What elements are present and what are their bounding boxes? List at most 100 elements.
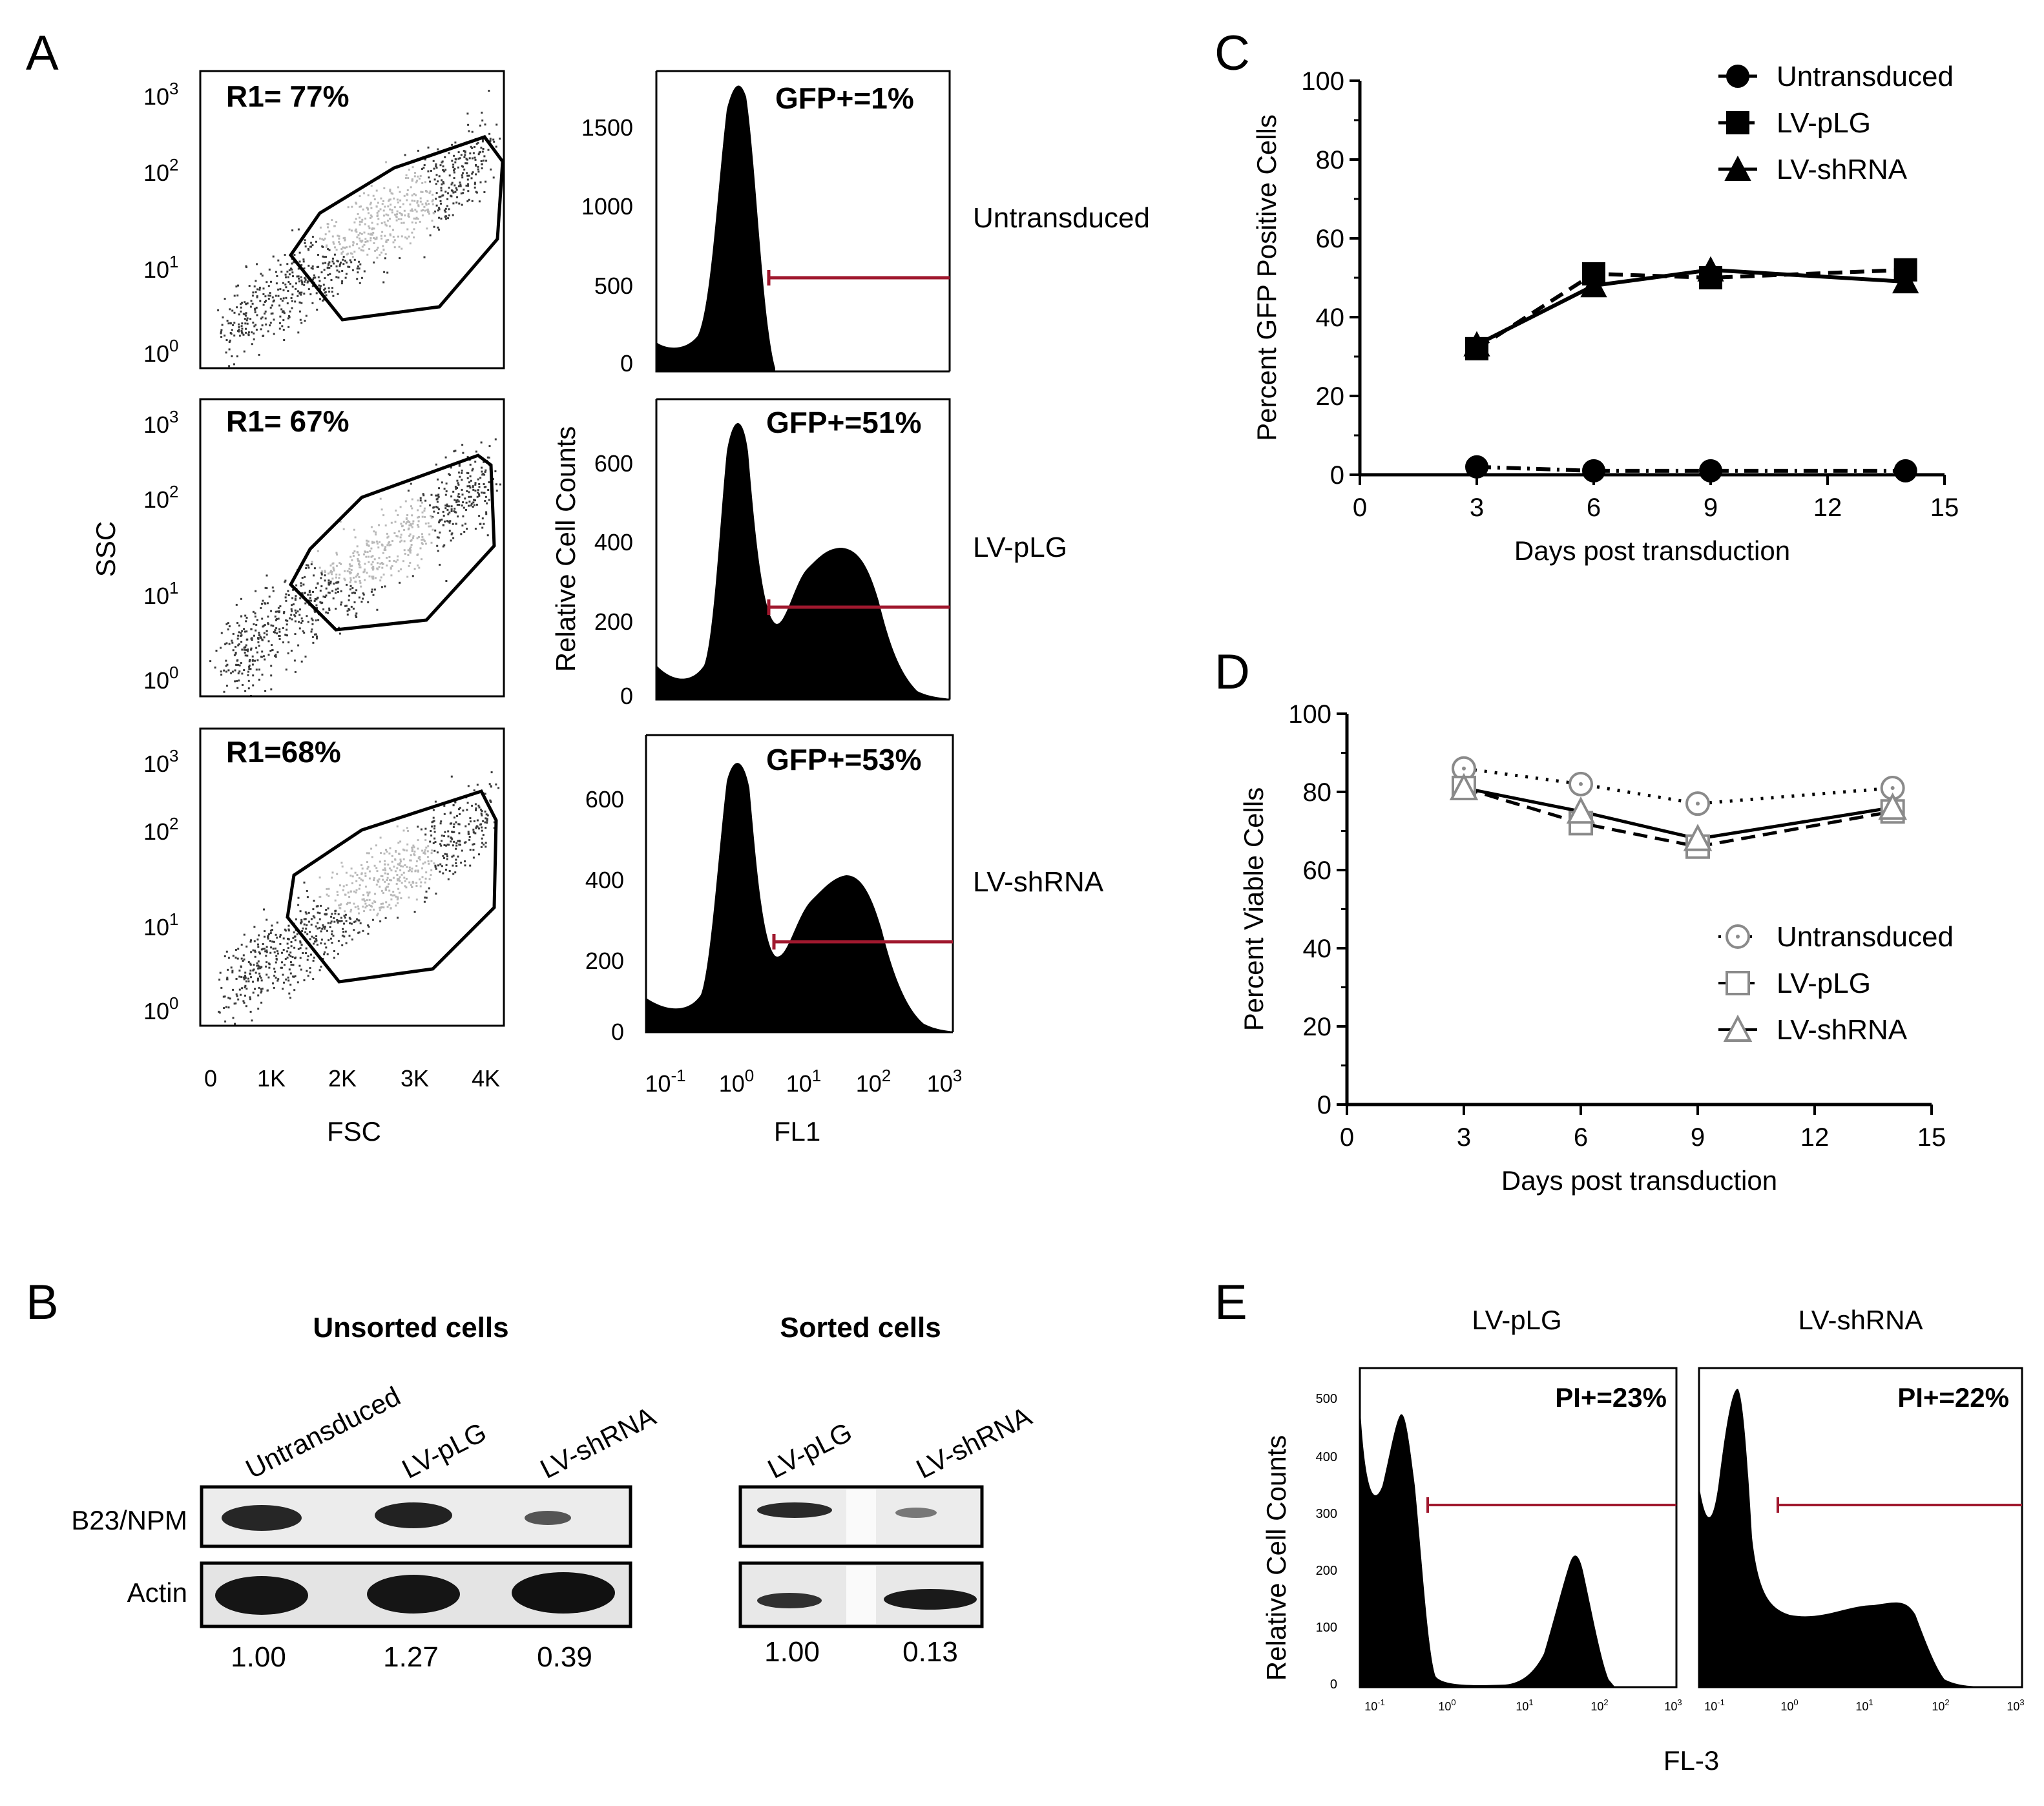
- scatter-dot: [402, 848, 404, 851]
- scatter-dot: [381, 237, 383, 240]
- scatter-dot: [311, 302, 314, 304]
- scatter-dot: [237, 634, 240, 637]
- scatter-dot: [372, 594, 375, 596]
- pi-y-tick: 400: [1316, 1450, 1337, 1464]
- scatter-dot: [245, 327, 247, 330]
- scatter-dot: [267, 330, 269, 333]
- scatter-dot: [385, 901, 388, 904]
- scatter-dot: [415, 181, 417, 183]
- scatter-dot: [231, 670, 234, 673]
- scatter-dot: [480, 441, 483, 444]
- x-tick-label: 15: [1930, 493, 1959, 522]
- x-tick-label: 0: [1353, 493, 1367, 522]
- scatter-dot: [437, 209, 439, 212]
- scatter-dot: [324, 233, 327, 236]
- scatter-dot: [255, 623, 258, 626]
- scatter-dot: [434, 529, 437, 532]
- scatter-dot: [266, 919, 268, 921]
- scatter-dot: [475, 807, 477, 810]
- scatter-dot: [297, 948, 300, 950]
- scatter-dot: [422, 209, 424, 211]
- data-point: [1697, 256, 1724, 282]
- scatter-dot: [267, 937, 269, 940]
- pi-x-tick: 102: [1932, 1697, 1949, 1713]
- scatter-dot: [277, 259, 280, 262]
- scatter-dot: [430, 874, 432, 877]
- scatter-dot: [468, 491, 470, 493]
- scatter-dot: [481, 842, 483, 844]
- scatter-dot: [411, 850, 413, 853]
- scatter-dot: [336, 891, 339, 893]
- scatter-dot: [395, 215, 397, 218]
- data-point: [1699, 459, 1722, 483]
- scatter-dot: [452, 202, 455, 205]
- scatter-dot: [368, 225, 370, 227]
- scatter-dot: [421, 867, 423, 869]
- scatter-dot: [270, 688, 273, 690]
- scatter-dot: [227, 669, 230, 672]
- scatter-dot: [272, 255, 275, 258]
- scatter-dot: [416, 180, 419, 182]
- x-axis-title: Days post transduction: [1501, 1165, 1777, 1196]
- scatter-dot: [300, 276, 302, 278]
- scatter-dot: [220, 329, 223, 331]
- scatter-dot: [317, 905, 319, 908]
- scatter-dot: [484, 471, 486, 473]
- scatter-dot: [383, 187, 386, 189]
- scatter-dot: [393, 866, 395, 868]
- scatter-dot: [331, 930, 333, 933]
- scatter-dot: [282, 282, 284, 284]
- scatter-dot: [348, 567, 351, 570]
- scatter-dot: [444, 215, 447, 218]
- scatter-dot: [452, 844, 454, 847]
- scatter-dot: [487, 149, 490, 151]
- scatter-dot: [444, 504, 447, 507]
- scatter-dot: [329, 922, 332, 924]
- scatter-dot: [478, 853, 480, 856]
- scatter-dot: [412, 537, 414, 539]
- scatter-dot: [415, 885, 418, 887]
- scatter-dot: [238, 631, 240, 634]
- scatter-dot: [293, 989, 296, 991]
- scatter-dot: [263, 632, 266, 634]
- scatter-dot: [228, 625, 231, 628]
- scatter-dot: [303, 918, 306, 920]
- scatter-dot: [234, 669, 236, 672]
- scatter-dot: [331, 871, 334, 874]
- scatter-dot: [240, 632, 242, 634]
- pi-x-tick: 100: [1438, 1697, 1455, 1713]
- scatter-dot: [366, 207, 369, 210]
- scatter-dot: [468, 501, 471, 503]
- scatter-dot: [255, 291, 257, 293]
- scatter-dot: [381, 231, 384, 233]
- scatter-dot: [237, 672, 240, 674]
- scatter-x-ticks: 0 1K 2K 3K 4K: [204, 1065, 500, 1092]
- scatter-dot: [280, 271, 283, 273]
- scatter-dot: [467, 185, 470, 187]
- scatter-dot: [236, 622, 239, 624]
- scatter-dot: [324, 596, 326, 598]
- scatter-dot: [227, 997, 230, 999]
- scatter-dot: [328, 287, 330, 289]
- scatter-dot: [367, 194, 370, 196]
- scatter-dot: [227, 622, 229, 625]
- scatter-dot: [368, 852, 370, 855]
- scatter-dot: [344, 260, 346, 262]
- scatter-dot: [331, 913, 333, 915]
- scatter-dot: [443, 544, 446, 546]
- scatter-dot: [267, 298, 270, 300]
- scatter-dot: [233, 334, 236, 337]
- scatter-dot: [412, 209, 414, 212]
- scatter-dot: [483, 523, 485, 525]
- scatter-dot: [427, 170, 430, 172]
- scatter-dot: [327, 907, 329, 909]
- scatter-dot: [278, 635, 280, 637]
- scatter-dot: [461, 472, 463, 474]
- panel-letter-c: C: [1215, 26, 1250, 81]
- scatter-dot: [360, 233, 363, 235]
- scatter-dot: [403, 849, 406, 851]
- quant-value: 0.39: [537, 1641, 592, 1673]
- scatter-dot: [234, 680, 236, 683]
- scatter-dot: [472, 488, 475, 491]
- scatter-dot: [419, 885, 422, 887]
